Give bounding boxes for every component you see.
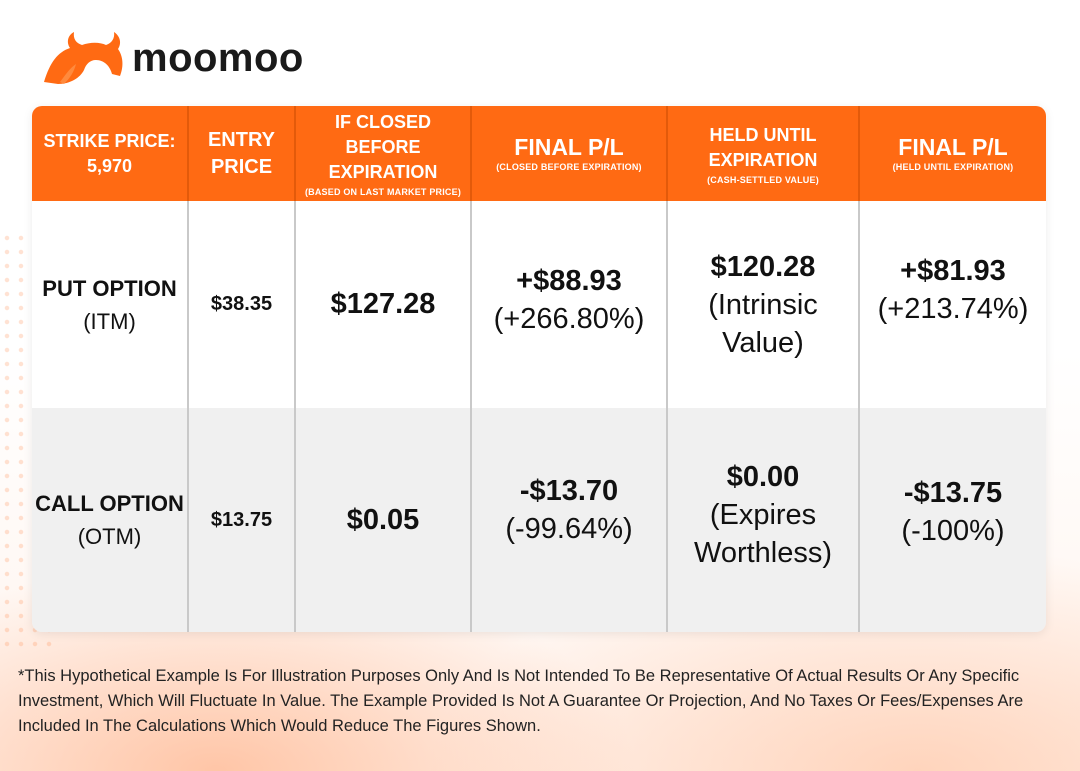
call-entry-price: $13.75: [189, 408, 296, 632]
row-label: CALL OPTION: [35, 491, 184, 516]
put-closed-value: $127.28: [296, 201, 472, 408]
call-closed-pl: -$13.70 (-99.64%): [472, 408, 668, 632]
call-held-pl: -$13.75 (-100%): [860, 408, 1046, 632]
pl-percent: (+213.74%): [877, 292, 1029, 325]
pl-amount: +$88.93: [516, 264, 622, 297]
entry-price-value: $38.35: [210, 293, 273, 315]
call-held-value: $0.00 (Expires Worthless): [668, 408, 860, 632]
pl-amount: -$13.70: [519, 475, 619, 507]
row-label: PUT OPTION: [42, 275, 177, 301]
closed-value: $127.28: [330, 288, 436, 320]
header-final-pl-held: FINAL P/L (HELD UNTIL EXPIRATION): [860, 106, 1046, 201]
header-sub: (BASED ON LAST MARKET PRICE): [304, 187, 462, 197]
brand-name: moomoo: [132, 35, 304, 80]
disclaimer-text: *This Hypothetical Example Is For Illust…: [18, 667, 1024, 735]
row-label-sub: (ITM): [83, 308, 136, 334]
header-held-until-expiration: HELD UNTIL EXPIRATION (CASH-SETTLED VALU…: [668, 106, 860, 201]
header-entry-price: ENTRY PRICE: [189, 106, 296, 201]
row-label-put: PUT OPTION (ITM): [32, 201, 189, 408]
row-label-sub: (OTM): [77, 524, 142, 549]
held-note: (Expires Worthless): [693, 499, 833, 569]
header-main: FINAL P/L: [898, 134, 1008, 160]
header-main: IF CLOSED BEFORE EXPIRATION: [328, 112, 438, 182]
row-label-call: CALL OPTION (OTM): [32, 408, 189, 632]
bull-head-icon: [44, 32, 123, 84]
pl-percent: (-100%): [901, 515, 1005, 547]
header-main: FINAL P/L: [514, 134, 624, 160]
header-sub: (CLOSED BEFORE EXPIRATION): [496, 162, 642, 172]
header-closed-before-expiration: IF CLOSED BEFORE EXPIRATION (BASED ON LA…: [296, 106, 472, 201]
header-main: ENTRY PRICE: [207, 128, 276, 178]
options-comparison-table: STRIKE PRICE: 5,970 ENTRY PRICE IF CLOSE…: [32, 106, 1046, 632]
put-entry-price: $38.35: [189, 201, 296, 408]
pl-amount: -$13.75: [903, 477, 1003, 509]
held-value: $120.28: [710, 250, 816, 283]
header-sub: (CASH-SETTLED VALUE): [707, 174, 819, 185]
header-sub: (HELD UNTIL EXPIRATION): [892, 162, 1014, 172]
closed-value: $0.05: [346, 503, 420, 536]
pl-amount: +$81.93: [900, 254, 1006, 287]
header-final-pl-closed: FINAL P/L (CLOSED BEFORE EXPIRATION): [472, 106, 668, 201]
put-held-pl: +$81.93 (+213.74%): [860, 201, 1046, 408]
header-strike-price: STRIKE PRICE: 5,970: [32, 106, 189, 201]
brand-logo: moomoo: [40, 28, 304, 88]
pl-percent: (-99.64%): [505, 513, 633, 545]
put-closed-pl: +$88.93 (+266.80%): [472, 201, 668, 408]
header-main: STRIKE PRICE: 5,970: [43, 130, 176, 176]
put-held-value: $120.28 (Intrinsic Value): [668, 201, 860, 408]
held-value: $0.00: [726, 461, 800, 493]
entry-price-value: $13.75: [210, 508, 273, 531]
header-main: HELD UNTIL EXPIRATION: [708, 124, 818, 170]
pl-percent: (+266.80%): [493, 302, 645, 335]
call-closed-value: $0.05: [296, 408, 472, 632]
held-note: (Intrinsic Value): [708, 288, 818, 359]
